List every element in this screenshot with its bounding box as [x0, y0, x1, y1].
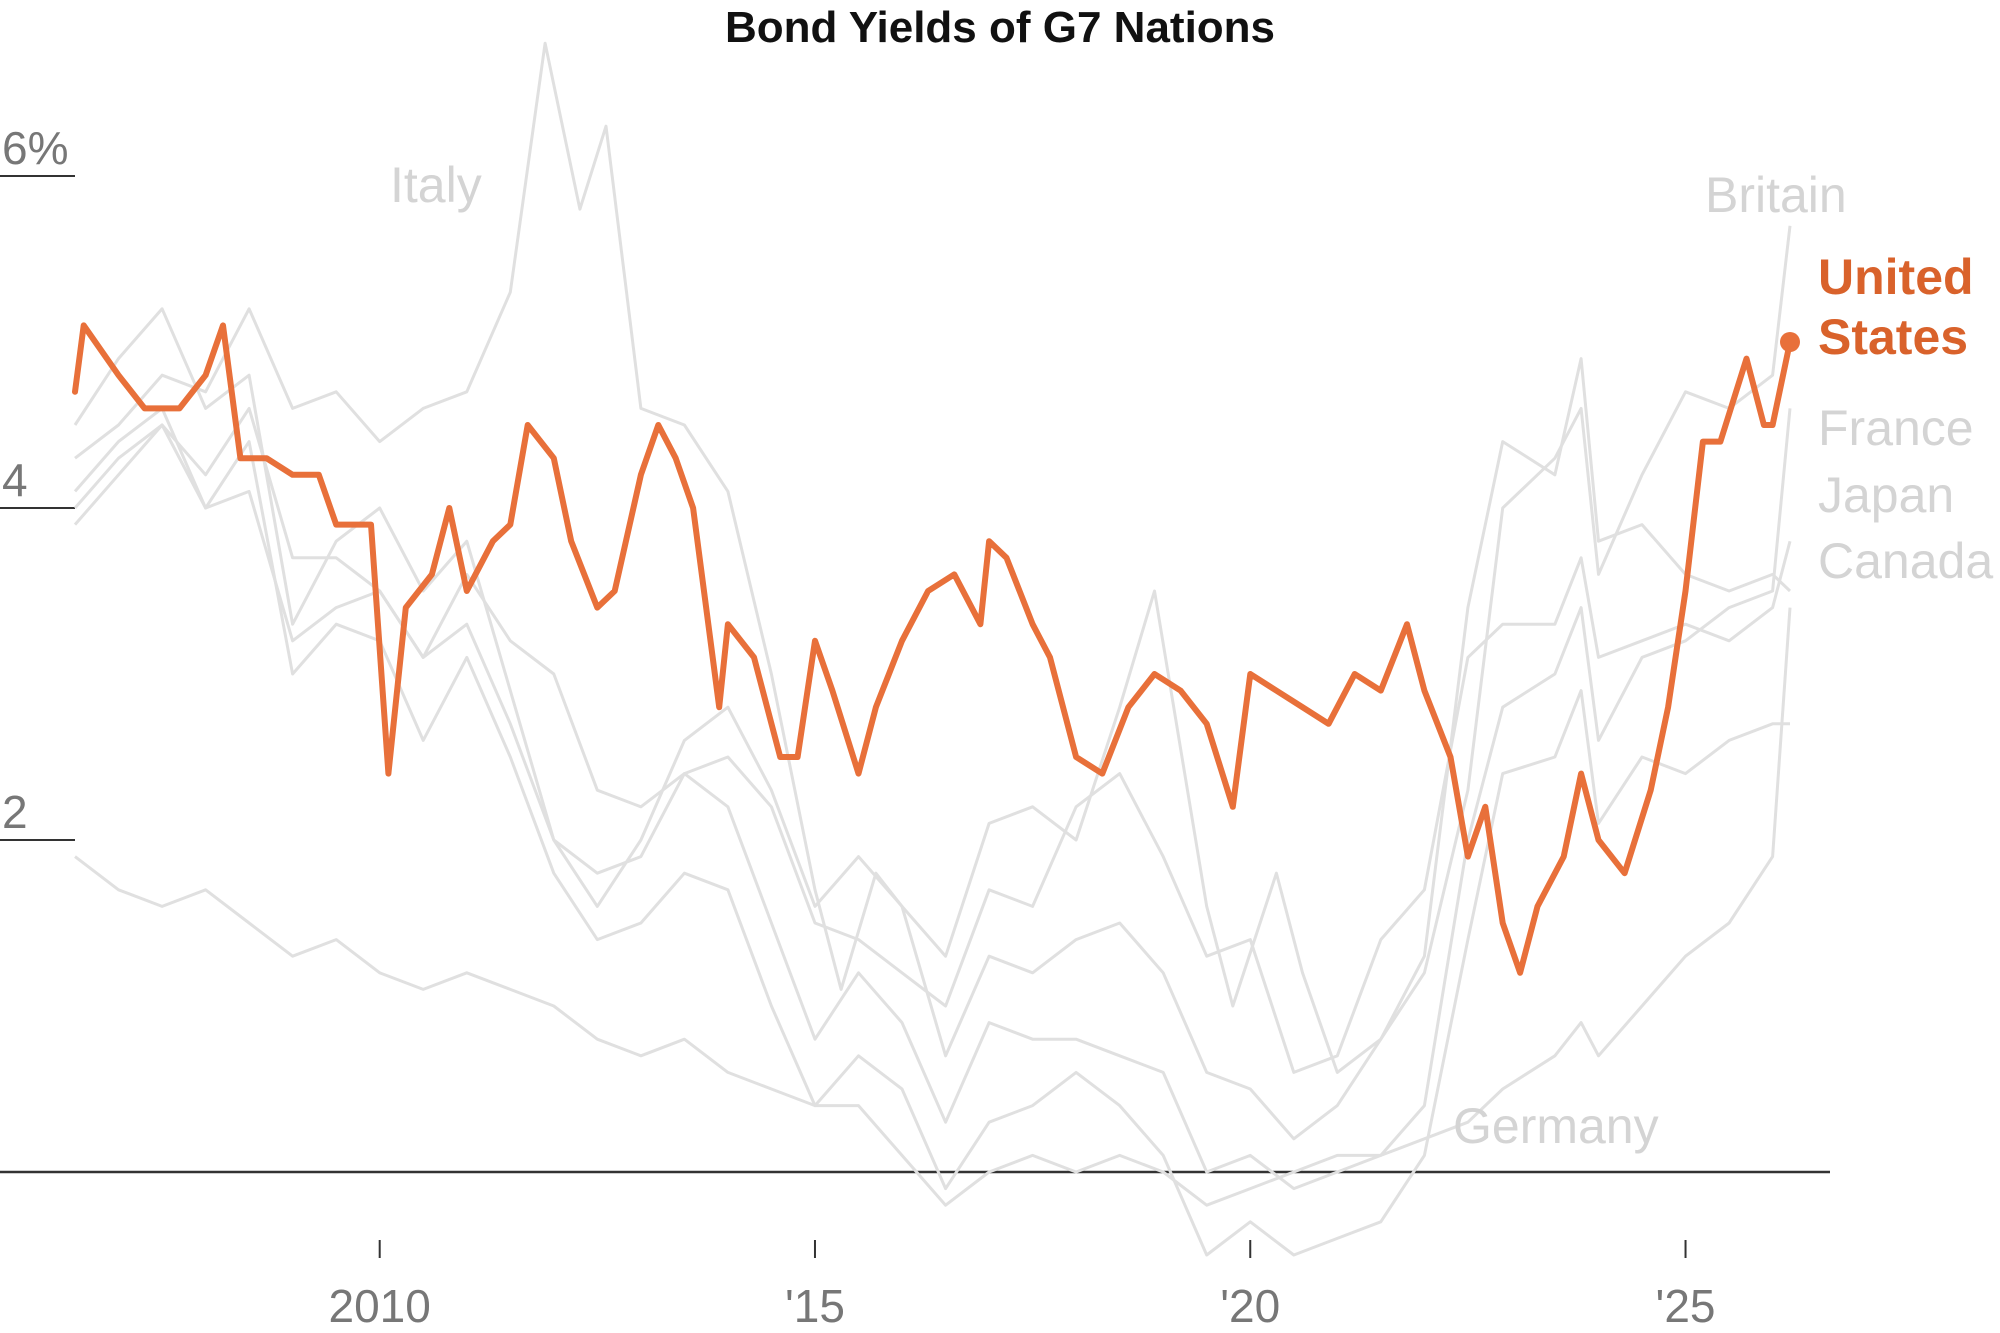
x-axis: 2010 '15 '20 '25 [0, 1170, 1830, 1332]
y-tick-label: 4 [2, 454, 28, 506]
x-tick-label: '20 [1220, 1280, 1280, 1332]
y-axis: 2 4 6% [0, 122, 75, 841]
series-label-canada: Canada [1818, 533, 1993, 589]
series-label-states: States [1818, 309, 1968, 365]
y-tick-label: 6% [2, 122, 68, 174]
highlight-series-group [72, 322, 1800, 976]
series-line-germany [73, 423, 1790, 1257]
series-label-france: France [1818, 400, 1974, 456]
series-line-united-states [72, 322, 1793, 976]
series-line-britain [73, 225, 1792, 1141]
series-label-united: United [1818, 249, 1974, 305]
series-line-japan [74, 607, 1792, 1207]
muted-series-group [73, 41, 1792, 1257]
x-tick-label: 2010 [329, 1280, 431, 1332]
series-line-canada [73, 406, 1792, 1074]
series-endpoint-united-states [1780, 332, 1800, 352]
series-label-japan: Japan [1818, 467, 1954, 523]
series-label-germany: Germany [1453, 1098, 1659, 1154]
x-tick-label: '15 [785, 1280, 845, 1332]
chart-title: Bond Yields of G7 Nations [725, 3, 1275, 52]
series-line-italy [74, 41, 1792, 1074]
series-label-italy: Italy [390, 157, 482, 213]
series-label-britain: Britain [1705, 167, 1847, 223]
x-tick-label: '25 [1656, 1280, 1716, 1332]
y-tick-label: 2 [2, 786, 28, 838]
